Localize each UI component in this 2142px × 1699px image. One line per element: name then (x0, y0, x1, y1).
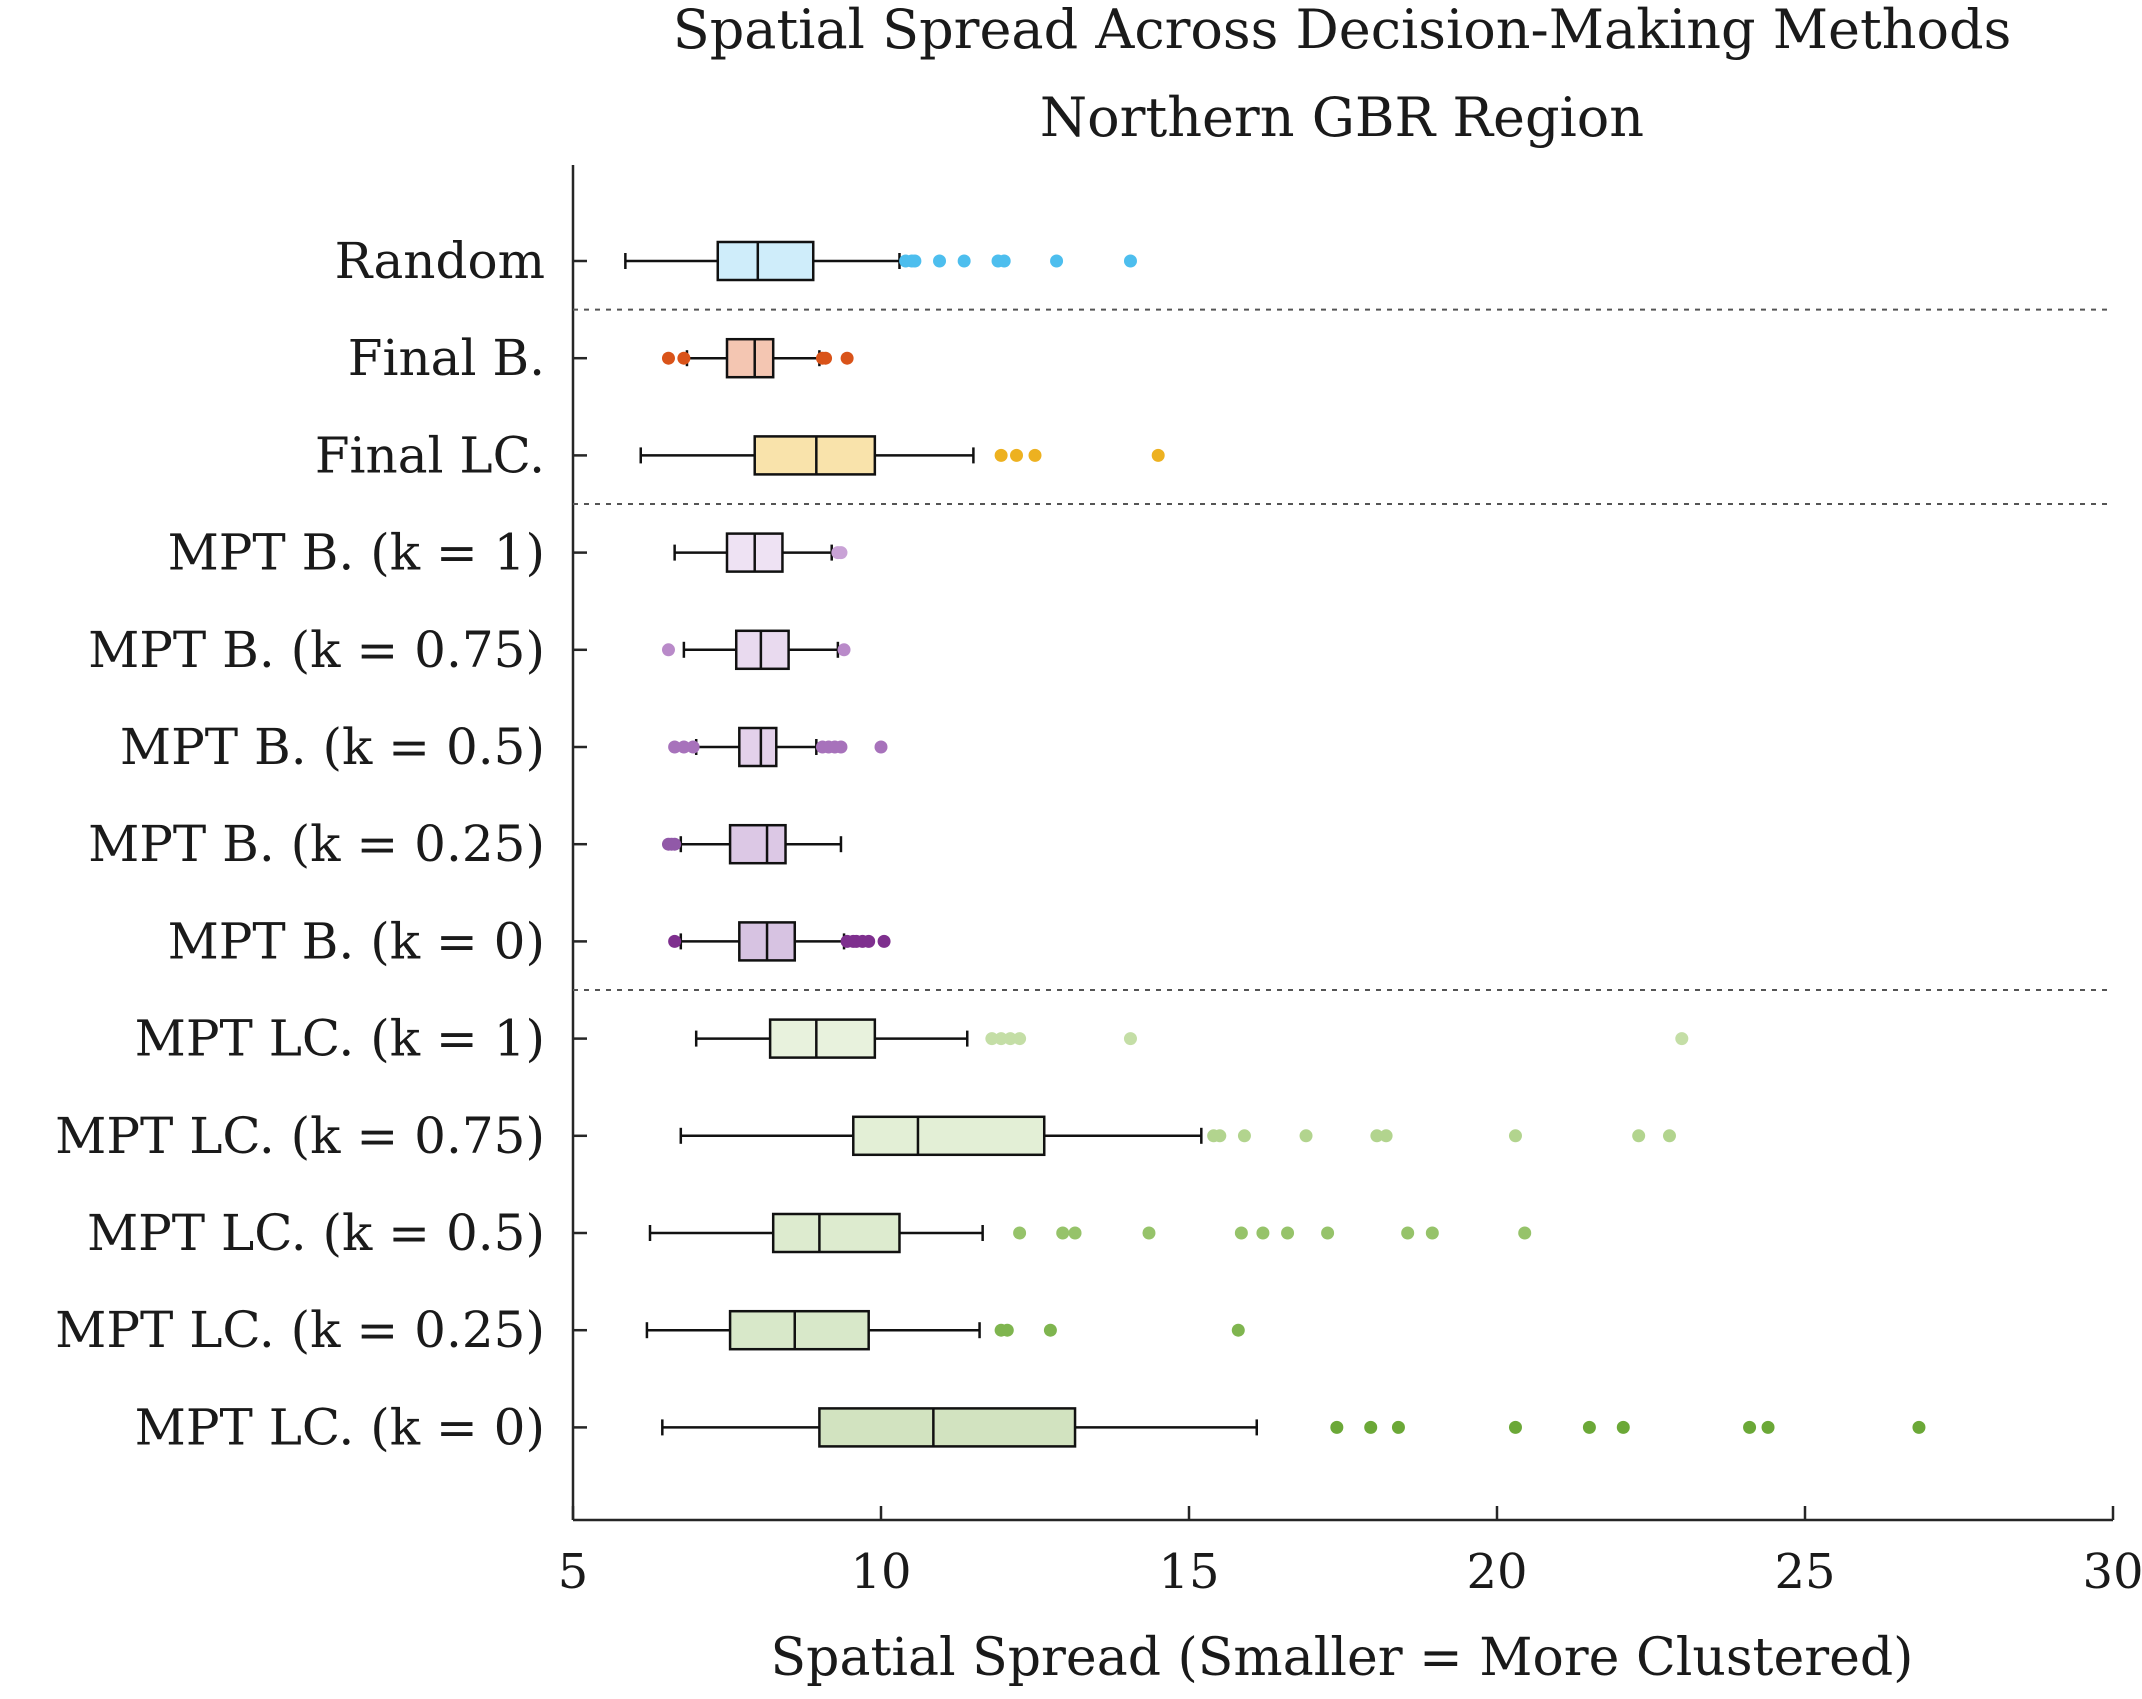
outlier-point (874, 740, 888, 754)
outlier-point (1662, 1129, 1676, 1143)
x-tick-label: 5 (558, 1544, 589, 1600)
outlier-point (1391, 1420, 1405, 1434)
outlier-point (1743, 1420, 1757, 1434)
outlier-point (1364, 1420, 1378, 1434)
outlier-point (933, 254, 947, 268)
outlier-point (1056, 1226, 1070, 1240)
chart-subtitle: Northern GBR Region (1040, 86, 1644, 149)
category-label: MPT B. (k = 0.75) (88, 621, 545, 679)
outlier-point (994, 1032, 1008, 1046)
outlier-point (877, 934, 891, 948)
outlier-point (1379, 1129, 1393, 1143)
outlier-point (1010, 448, 1024, 462)
outlier-point (677, 740, 691, 754)
outlier-point (837, 643, 851, 657)
outlier-point (686, 740, 700, 754)
outlier-point (1151, 448, 1165, 462)
outlier-point (1281, 1226, 1295, 1240)
iqr-box (725, 337, 775, 379)
category-label: MPT B. (k = 0.25) (88, 815, 545, 873)
outlier-point (1068, 1226, 1082, 1240)
outlier-point (908, 254, 922, 268)
outlier-point (834, 740, 848, 754)
outlier-point (834, 546, 848, 560)
category-label: Random (335, 232, 545, 290)
outlier-point (862, 934, 876, 948)
outlier-point (1321, 1226, 1335, 1240)
outlier-point (1582, 1420, 1596, 1434)
outlier-point (1234, 1226, 1248, 1240)
iqr-box (818, 1407, 1077, 1448)
outlier-point (1370, 1129, 1384, 1143)
outlier-point (1003, 1032, 1017, 1046)
iqr-box (852, 1115, 1046, 1157)
outlier-point (1050, 254, 1064, 268)
iqr-box (753, 435, 877, 476)
x-tick-label: 20 (1466, 1544, 1527, 1600)
iqr-box (738, 726, 778, 768)
outlier-point (1401, 1226, 1415, 1240)
x-tick-label: 10 (850, 1544, 911, 1600)
iqr-box (768, 1018, 877, 1059)
outlier-point (1000, 1323, 1014, 1337)
outlier-point (1231, 1323, 1245, 1337)
x-tick-label: 25 (1774, 1544, 1835, 1600)
outlier-point (1616, 1420, 1630, 1434)
outlier-point (997, 254, 1011, 268)
outlier-point (668, 934, 682, 948)
x-axis-label: Spatial Spread (Smaller = More Clustered… (771, 1628, 1914, 1688)
iqr-box (716, 240, 815, 282)
category-label: MPT LC. (k = 0) (135, 1398, 545, 1456)
outlier-point (1013, 1032, 1027, 1046)
outlier-point (819, 351, 833, 365)
outlier-point (957, 254, 971, 268)
outlier-point (668, 837, 682, 851)
outlier-point (1299, 1129, 1313, 1143)
outlier-point (1237, 1129, 1251, 1143)
outlier-point (661, 351, 675, 365)
outlier-point (1330, 1420, 1344, 1434)
outlier-point (1123, 1032, 1137, 1046)
outlier-point (1761, 1420, 1775, 1434)
outlier-point (985, 1032, 999, 1046)
outlier-point (1043, 1323, 1057, 1337)
outlier-point (677, 351, 691, 365)
category-label: MPT LC. (k = 0.25) (55, 1301, 545, 1359)
category-label: Final B. (348, 329, 545, 387)
category-label: Final LC. (315, 426, 545, 484)
outlier-point (994, 448, 1008, 462)
outlier-point (1508, 1129, 1522, 1143)
outlier-point (1013, 1226, 1027, 1240)
iqr-box (728, 1309, 870, 1351)
iqr-box (728, 823, 787, 865)
outlier-point (1142, 1226, 1156, 1240)
outlier-point (668, 740, 682, 754)
category-label: MPT LC. (k = 1) (135, 1010, 545, 1068)
x-tick-label: 15 (1158, 1544, 1219, 1600)
chart-title: Spatial Spread Across Decision-Making Me… (673, 0, 2012, 61)
outlier-point (1518, 1226, 1532, 1240)
iqr-box (734, 629, 790, 671)
outlier-point (1675, 1032, 1689, 1046)
category-label: MPT B. (k = 0.5) (120, 718, 545, 776)
category-label: MPT LC. (k = 0.5) (87, 1204, 545, 1262)
x-tick-label: 30 (2082, 1544, 2142, 1600)
outlier-point (1028, 448, 1042, 462)
outlier-point (1123, 254, 1137, 268)
outlier-point (840, 351, 854, 365)
iqr-box (771, 1212, 901, 1254)
category-label: MPT B. (k = 1) (168, 524, 545, 582)
outlier-point (661, 643, 675, 657)
outlier-point (1912, 1420, 1926, 1434)
outlier-point (1632, 1129, 1646, 1143)
outlier-point (1256, 1226, 1270, 1240)
plot-area: 5 10 15 20 25 30 Random Final B. Final LC. MPT B.… (55, 165, 2142, 1600)
outlier-point (1508, 1420, 1522, 1434)
outlier-point (1213, 1129, 1227, 1143)
category-label: MPT B. (k = 0) (168, 912, 545, 970)
outlier-point (1425, 1226, 1439, 1240)
category-label: MPT LC. (k = 0.75) (55, 1107, 545, 1165)
